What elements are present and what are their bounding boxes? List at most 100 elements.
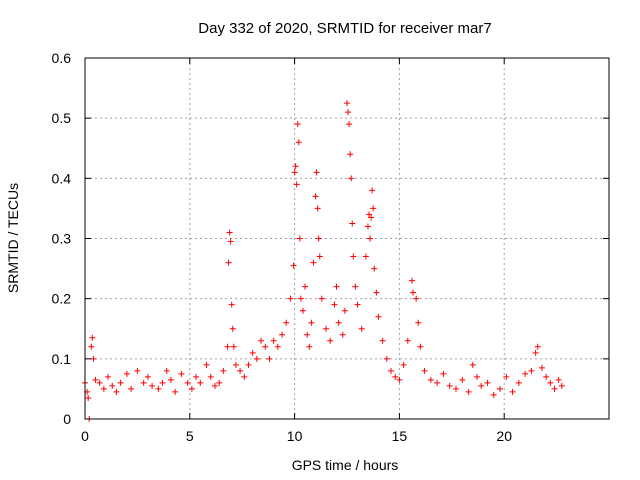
data-point <box>188 385 195 392</box>
data-point <box>348 175 355 182</box>
data-point <box>313 169 320 176</box>
plot-frame <box>84 57 610 420</box>
data-point <box>364 223 371 230</box>
data-point <box>163 367 170 374</box>
data-point <box>228 301 235 308</box>
data-point <box>287 295 294 302</box>
data-point <box>427 376 434 383</box>
data-point <box>89 334 96 341</box>
data-point <box>354 301 361 308</box>
data-point <box>270 337 277 344</box>
data-point <box>370 205 377 212</box>
data-point <box>555 376 562 383</box>
data-point <box>383 355 390 362</box>
data-point <box>308 319 315 326</box>
data-point <box>230 343 237 350</box>
data-point <box>296 235 303 242</box>
data-point <box>408 277 415 284</box>
data-point <box>335 319 342 326</box>
data-point <box>490 391 497 398</box>
data-point <box>128 385 135 392</box>
data-point <box>216 379 223 386</box>
data-point <box>396 376 403 383</box>
data-point <box>193 373 200 380</box>
x-tick-label: 15 <box>392 428 408 444</box>
data-point <box>100 385 107 392</box>
data-point <box>410 289 417 296</box>
data-point <box>497 385 504 392</box>
data-point <box>279 331 286 338</box>
data-point <box>293 181 300 188</box>
data-point <box>503 373 510 380</box>
data-point <box>534 343 541 350</box>
data-point <box>459 376 466 383</box>
data-point <box>227 238 234 245</box>
data-point <box>134 367 141 374</box>
x-tick-label: 10 <box>287 428 303 444</box>
data-point <box>446 382 453 389</box>
data-point <box>358 325 365 332</box>
data-point <box>440 370 447 377</box>
x-tick-label: 0 <box>81 428 89 444</box>
data-point <box>318 295 325 302</box>
data-point <box>159 379 166 386</box>
data-point <box>515 379 522 386</box>
y-tick-label: 0.1 <box>52 351 72 367</box>
data-point <box>473 373 480 380</box>
data-point <box>197 379 204 386</box>
data-point <box>333 283 340 290</box>
data-point <box>241 373 248 380</box>
data-point <box>465 388 472 395</box>
chart-title: Day 332 of 2020, SRMTID for receiver mar… <box>198 20 491 37</box>
data-point <box>299 307 306 314</box>
data-point <box>295 139 302 146</box>
y-tick-label: 0.6 <box>52 50 72 66</box>
data-point <box>224 343 231 350</box>
data-point <box>331 301 338 308</box>
data-point <box>96 379 103 386</box>
axis-ticks: 0 0.1 0.2 0.3 0.4 0.5 0.6 0 5 10 15 20 <box>52 50 609 444</box>
data-point <box>207 373 214 380</box>
data-point <box>392 373 399 380</box>
data-point <box>415 319 422 326</box>
data-point <box>237 367 244 374</box>
data-point <box>362 253 369 260</box>
data-point <box>229 325 236 332</box>
data-point <box>312 193 319 200</box>
data-point <box>90 355 97 362</box>
data-point <box>528 367 535 374</box>
data-point <box>140 379 147 386</box>
data-point <box>249 349 256 356</box>
data-point <box>373 289 380 296</box>
y-axis-label: SRMTID / TECUs <box>5 183 21 293</box>
data-point <box>379 337 386 344</box>
data-points <box>82 100 565 422</box>
data-point <box>347 151 354 158</box>
data-point <box>375 313 382 320</box>
data-point <box>172 388 179 395</box>
y-tick-label: 0.2 <box>52 291 72 307</box>
y-tick-label: 0.5 <box>52 110 72 126</box>
data-point <box>149 382 156 389</box>
y-tick-label: 0 <box>63 411 71 427</box>
data-point <box>302 283 309 290</box>
data-point <box>266 355 273 362</box>
data-point <box>88 343 95 350</box>
data-point <box>155 385 162 392</box>
data-point <box>220 367 227 374</box>
data-point <box>316 253 323 260</box>
x-axis-label: GPS time / hours <box>292 457 399 473</box>
data-point <box>314 205 321 212</box>
x-tick-label: 5 <box>186 428 194 444</box>
data-point <box>258 337 265 344</box>
data-point <box>315 235 322 242</box>
data-point <box>346 121 353 128</box>
data-point <box>109 382 116 389</box>
data-point <box>294 121 301 128</box>
data-point <box>400 361 407 368</box>
data-point <box>547 379 554 386</box>
data-point <box>349 220 356 227</box>
data-point <box>538 364 545 371</box>
data-point <box>211 382 218 389</box>
data-point <box>92 376 99 383</box>
